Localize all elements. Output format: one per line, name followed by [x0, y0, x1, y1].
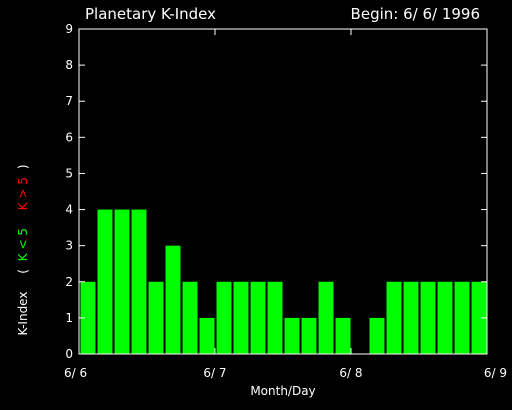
y-axis-label-main: K-Index — [16, 292, 30, 336]
bar-18 — [386, 281, 402, 354]
bar-7 — [199, 317, 215, 354]
y-axis-label-red: K > 5 — [16, 177, 30, 210]
y-axis-label-close: ) — [16, 164, 30, 169]
bar-22 — [454, 281, 470, 354]
bar-3 — [131, 209, 147, 354]
bar-4 — [148, 281, 164, 354]
plot-frame — [78, 28, 488, 355]
chart-title: Planetary K-Index — [85, 5, 216, 23]
bar-1 — [97, 209, 113, 354]
bar-21 — [437, 281, 453, 354]
bar-14 — [318, 281, 334, 354]
x-tick-label-1: 6/ 7 — [203, 366, 226, 380]
y-tick-label-0: 0 — [65, 347, 73, 361]
y-tick-label-4: 4 — [65, 203, 73, 217]
bar-23 — [471, 281, 487, 354]
y-axis-label: K-Index ( K < 5 K > 5 ) — [16, 164, 30, 335]
x-tick-label-3: 6/ 9 — [484, 366, 507, 380]
y-tick-label-7: 7 — [65, 94, 73, 108]
x-tick-label-0: 6/ 6 — [64, 366, 87, 380]
y-axis-label-green: K < 5 — [16, 228, 30, 261]
bar-11 — [267, 281, 283, 354]
y-tick-label-1: 1 — [65, 311, 73, 325]
y-axis-label-open: ( — [16, 269, 30, 274]
y-tick-label-6: 6 — [65, 130, 73, 144]
y-tick-label-8: 8 — [65, 58, 73, 72]
y-tick-label-3: 3 — [65, 239, 73, 253]
bar-12 — [284, 317, 300, 354]
bar-15 — [335, 317, 351, 354]
bar-19 — [403, 281, 419, 354]
chart-subtitle: Begin: 6/ 6/ 1996 — [351, 5, 480, 23]
bar-13 — [301, 317, 317, 354]
bars-group — [80, 209, 487, 354]
bar-17 — [369, 317, 385, 354]
bar-2 — [114, 209, 130, 354]
bar-6 — [182, 281, 198, 354]
bar-5 — [165, 245, 181, 354]
y-ticks-group: 0 1 2 3 4 5 6 7 8 9 — [65, 22, 487, 361]
y-tick-label-9: 9 — [65, 22, 73, 36]
y-tick-label-2: 2 — [65, 275, 73, 289]
x-tick-label-2: 6/ 8 — [339, 366, 362, 380]
bar-0 — [80, 281, 96, 354]
bar-8 — [216, 281, 232, 354]
y-tick-label-5: 5 — [65, 166, 73, 180]
x-axis-label: Month/Day — [250, 384, 315, 398]
bar-10 — [250, 281, 266, 354]
bar-20 — [420, 281, 436, 354]
bar-9 — [233, 281, 249, 354]
